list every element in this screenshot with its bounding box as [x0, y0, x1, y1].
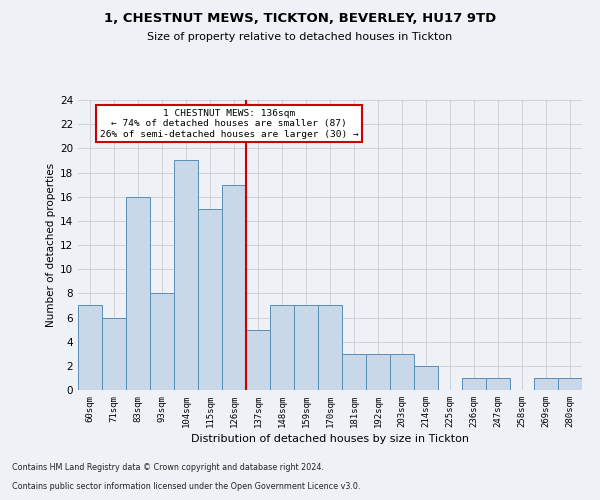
Y-axis label: Number of detached properties: Number of detached properties — [46, 163, 56, 327]
Bar — [222, 184, 246, 390]
Text: Contains public sector information licensed under the Open Government Licence v3: Contains public sector information licen… — [12, 482, 361, 491]
Bar — [318, 306, 342, 390]
Bar — [462, 378, 486, 390]
Bar — [366, 354, 390, 390]
Bar — [270, 306, 294, 390]
Bar — [174, 160, 198, 390]
Bar — [414, 366, 438, 390]
Bar — [246, 330, 270, 390]
Bar — [78, 306, 102, 390]
Bar — [534, 378, 558, 390]
Text: 1 CHESTNUT MEWS: 136sqm
← 74% of detached houses are smaller (87)
26% of semi-de: 1 CHESTNUT MEWS: 136sqm ← 74% of detache… — [100, 108, 359, 138]
Bar — [102, 318, 126, 390]
Bar — [198, 209, 222, 390]
Text: 1, CHESTNUT MEWS, TICKTON, BEVERLEY, HU17 9TD: 1, CHESTNUT MEWS, TICKTON, BEVERLEY, HU1… — [104, 12, 496, 26]
Bar — [486, 378, 510, 390]
Bar — [126, 196, 150, 390]
Bar — [342, 354, 366, 390]
Bar — [390, 354, 414, 390]
Bar — [294, 306, 318, 390]
Text: Contains HM Land Registry data © Crown copyright and database right 2024.: Contains HM Land Registry data © Crown c… — [12, 464, 324, 472]
Bar — [558, 378, 582, 390]
Text: Size of property relative to detached houses in Tickton: Size of property relative to detached ho… — [148, 32, 452, 42]
X-axis label: Distribution of detached houses by size in Tickton: Distribution of detached houses by size … — [191, 434, 469, 444]
Bar — [150, 294, 174, 390]
